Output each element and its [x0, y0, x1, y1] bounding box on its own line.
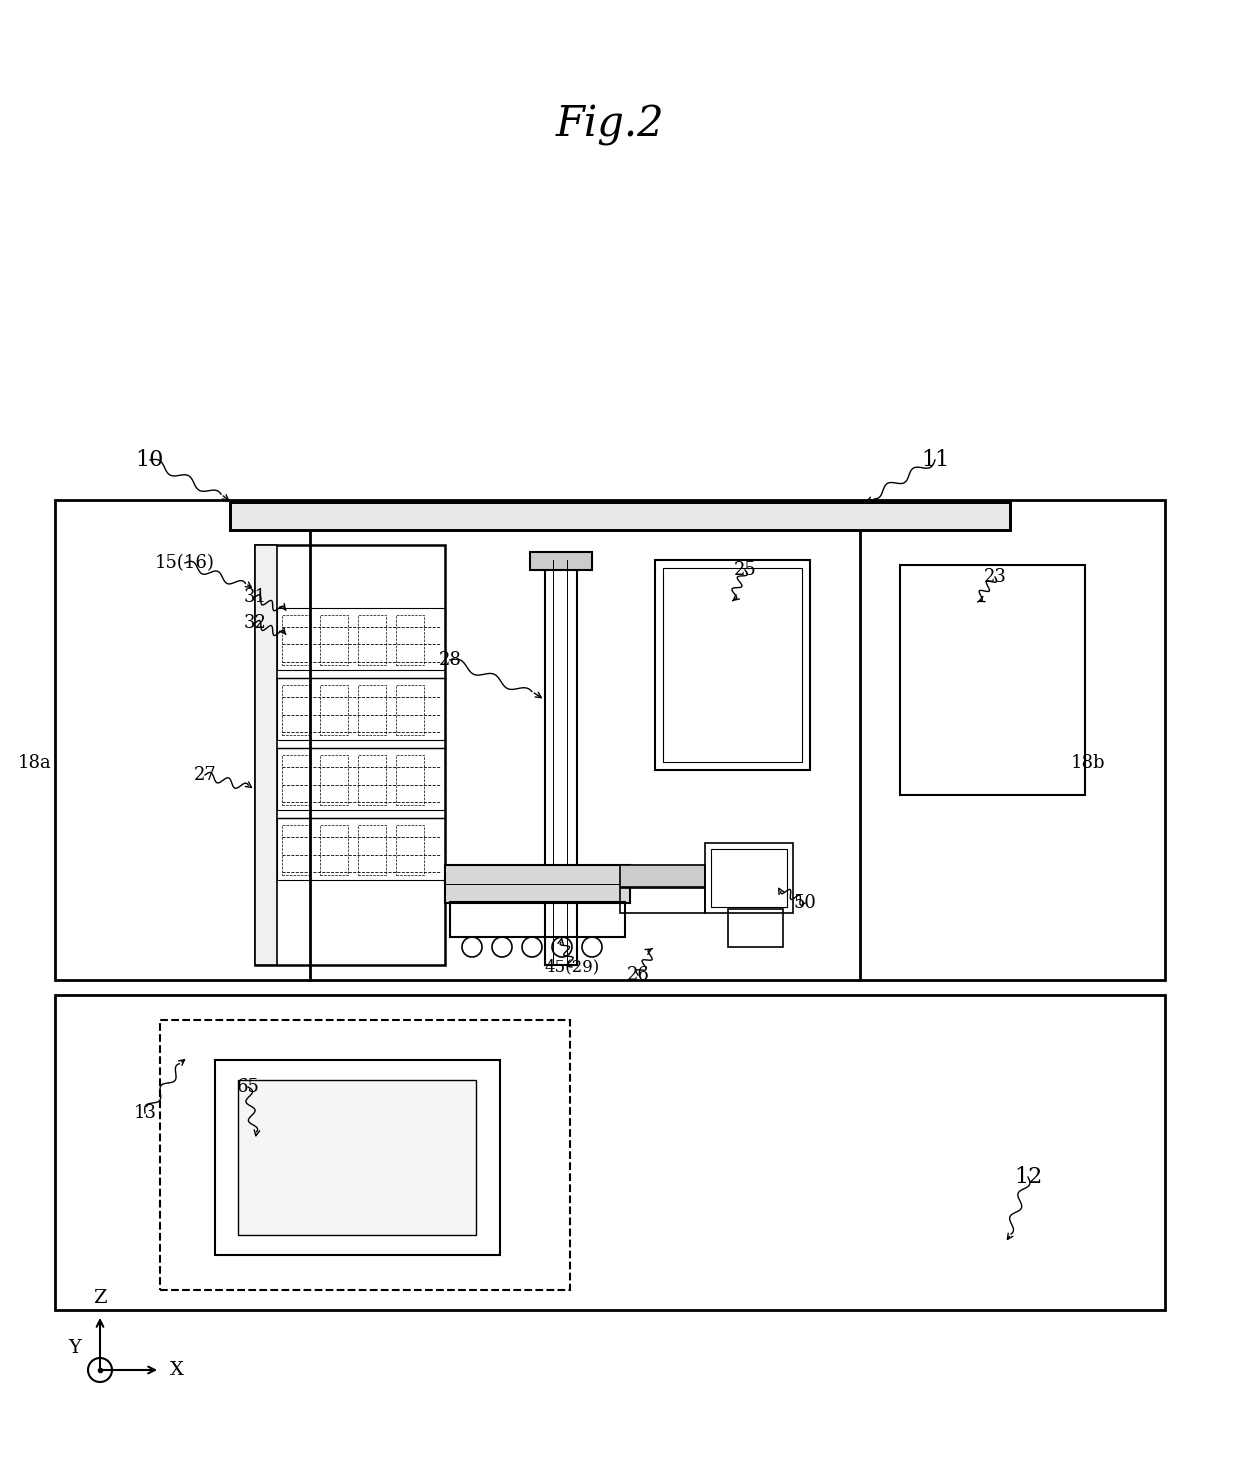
Bar: [281, 615, 310, 665]
Bar: [396, 615, 424, 665]
Bar: [620, 864, 706, 886]
Text: 45(29): 45(29): [544, 959, 600, 975]
Text: X: X: [170, 1361, 184, 1379]
Text: 23: 23: [983, 568, 1007, 586]
Bar: [55, 996, 1166, 1310]
Bar: [320, 684, 348, 735]
Bar: [396, 684, 424, 735]
Bar: [281, 684, 310, 735]
Text: Z: Z: [93, 1289, 107, 1307]
Text: 50: 50: [794, 894, 816, 912]
Text: 27: 27: [193, 766, 216, 785]
Bar: [546, 560, 577, 965]
Bar: [529, 552, 591, 569]
Text: 11: 11: [921, 448, 949, 471]
Text: 25: 25: [734, 560, 756, 580]
Bar: [160, 1021, 570, 1291]
Bar: [320, 615, 348, 665]
Bar: [900, 565, 1085, 795]
Bar: [358, 684, 386, 735]
Bar: [229, 502, 1011, 530]
Bar: [620, 888, 706, 913]
Bar: [450, 903, 625, 937]
Bar: [320, 755, 348, 805]
Bar: [358, 755, 386, 805]
Bar: [728, 909, 782, 947]
Text: 18b: 18b: [1071, 754, 1105, 771]
Bar: [281, 825, 310, 875]
Text: 26: 26: [626, 966, 650, 984]
Bar: [445, 864, 630, 903]
Bar: [358, 615, 386, 665]
Bar: [277, 678, 445, 740]
Bar: [396, 825, 424, 875]
Bar: [396, 755, 424, 805]
Bar: [281, 755, 310, 805]
Bar: [55, 500, 1166, 979]
Text: 10: 10: [136, 448, 164, 471]
Bar: [277, 608, 445, 670]
Bar: [277, 819, 445, 881]
Bar: [320, 825, 348, 875]
Text: Fig.2: Fig.2: [556, 105, 665, 146]
Bar: [655, 560, 810, 770]
Bar: [711, 850, 787, 907]
Bar: [229, 502, 1011, 530]
Bar: [706, 844, 794, 913]
Bar: [255, 544, 445, 965]
Text: 28: 28: [439, 650, 461, 670]
Bar: [663, 568, 802, 763]
Bar: [255, 544, 277, 965]
Text: 65: 65: [237, 1078, 259, 1096]
Text: 18a: 18a: [19, 754, 52, 771]
Bar: [277, 748, 445, 810]
Bar: [358, 825, 386, 875]
Text: 32: 32: [243, 614, 267, 631]
Text: 31: 31: [243, 589, 267, 606]
Text: Y: Y: [68, 1339, 82, 1357]
Bar: [215, 1061, 500, 1255]
Bar: [238, 1080, 476, 1235]
Text: 13: 13: [134, 1103, 156, 1122]
Text: 15(16): 15(16): [155, 555, 215, 572]
Text: 12: 12: [1014, 1167, 1042, 1187]
